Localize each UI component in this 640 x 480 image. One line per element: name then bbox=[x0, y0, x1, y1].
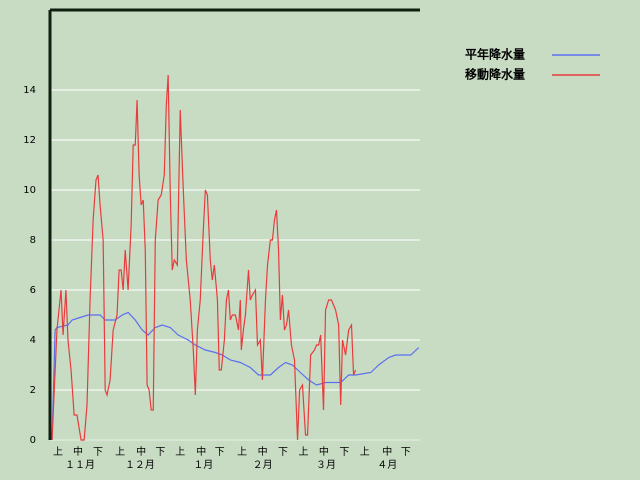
x-tick-label: 上 bbox=[298, 446, 308, 458]
x-tick-label: 下 bbox=[278, 447, 288, 458]
x-tick-label: 中 bbox=[382, 445, 392, 458]
x-tick-label: 下 bbox=[155, 447, 165, 458]
x-tick-label: 下 bbox=[339, 447, 349, 458]
x-tick-label: 中 bbox=[73, 445, 83, 458]
series-line bbox=[51, 311, 420, 441]
x-tick-label: 上 bbox=[115, 446, 125, 458]
y-tick-label: 12 bbox=[23, 135, 36, 146]
legend-label: 移動降水量 bbox=[465, 67, 525, 82]
x-tick-label: 中 bbox=[196, 445, 206, 458]
y-tick-label: 4 bbox=[30, 335, 36, 346]
y-tick-label: 0 bbox=[30, 435, 36, 446]
month-label: ２月 bbox=[253, 459, 273, 471]
month-label: ３月 bbox=[316, 459, 336, 471]
x-tick-label: 上 bbox=[237, 446, 247, 458]
month-label: １月 bbox=[193, 459, 213, 471]
x-tick-label: 中 bbox=[319, 445, 329, 458]
y-tick-label: 6 bbox=[30, 285, 36, 296]
series-line bbox=[51, 74, 357, 441]
month-label: １２月 bbox=[125, 459, 155, 471]
month-label: １１月 bbox=[65, 459, 95, 471]
month-label: ４月 bbox=[377, 459, 397, 471]
y-tick-label: 14 bbox=[23, 85, 36, 96]
x-tick-label: 下 bbox=[401, 447, 411, 458]
x-tick-label: 上 bbox=[53, 446, 63, 458]
y-tick-label: 2 bbox=[30, 385, 36, 396]
y-tick-label: 8 bbox=[30, 235, 36, 246]
x-tick-label: 下 bbox=[93, 447, 103, 458]
x-tick-label: 上 bbox=[175, 446, 185, 458]
x-tick-label: 中 bbox=[258, 445, 268, 458]
y-tick-label: 10 bbox=[23, 185, 36, 196]
x-tick-label: 上 bbox=[360, 446, 370, 458]
x-tick-label: 下 bbox=[215, 447, 225, 458]
x-tick-label: 中 bbox=[136, 445, 146, 458]
legend-label: 平年降水量 bbox=[465, 47, 525, 62]
